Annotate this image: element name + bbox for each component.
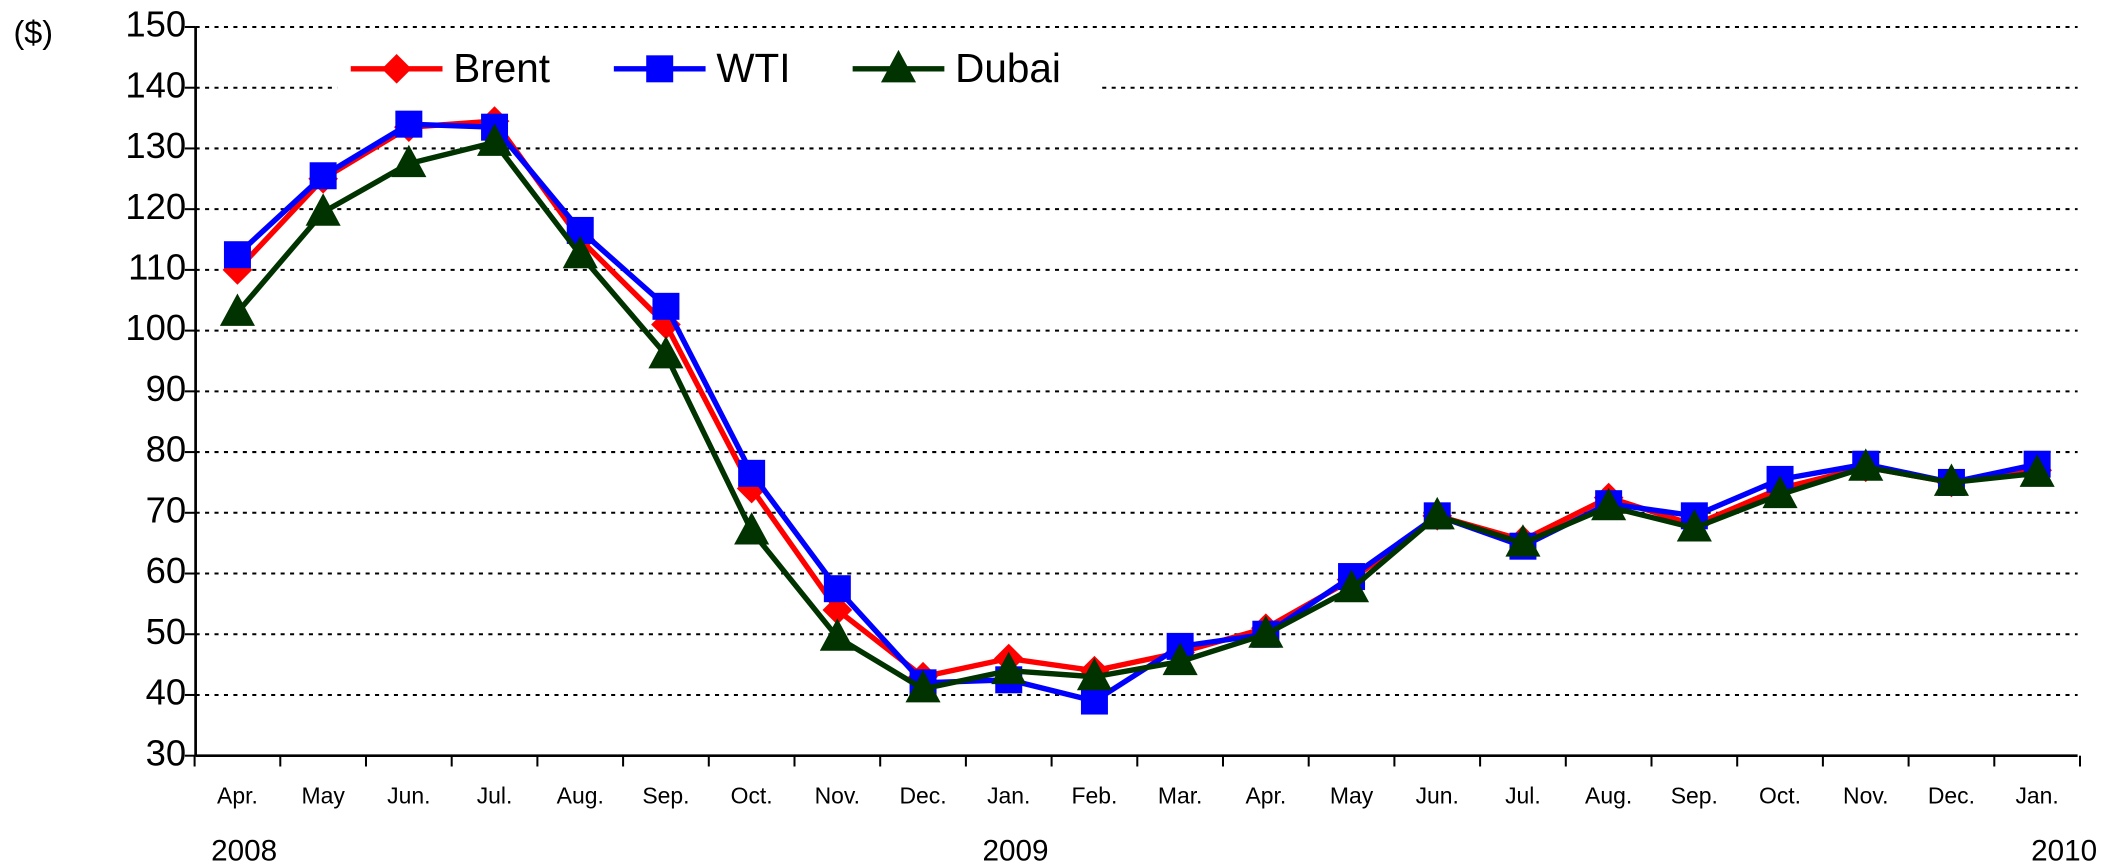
- marker: [1591, 487, 1627, 521]
- y-tick-label: 140: [125, 64, 186, 105]
- marker: [1933, 463, 1969, 496]
- marker: [991, 651, 1027, 685]
- marker: [391, 144, 427, 178]
- x-tick-label: Oct.: [1759, 783, 1801, 809]
- marker: [1162, 642, 1198, 676]
- year-label: 2008: [211, 835, 277, 865]
- marker: [734, 512, 770, 545]
- marker: [1080, 687, 1108, 715]
- marker: [1419, 496, 1455, 530]
- series-line: [235, 118, 2038, 680]
- legend-label: Brent: [453, 45, 550, 91]
- x-tick-label: Jun.: [387, 783, 430, 809]
- y-tick-label: 150: [125, 4, 186, 45]
- series-line: [235, 121, 2038, 704]
- y-tick-label: 120: [125, 186, 186, 227]
- y-tick-label: 110: [128, 247, 186, 288]
- series-line: [235, 139, 2038, 692]
- y-tick-label: 90: [146, 368, 187, 409]
- x-tick-label: Sep.: [642, 783, 689, 809]
- x-tick-label: May: [1330, 783, 1374, 809]
- y-tick-label: 40: [146, 672, 187, 713]
- x-tick-label: Sep.: [1671, 783, 1718, 809]
- x-tick-label: Aug.: [1585, 783, 1632, 809]
- marker: [477, 123, 513, 156]
- y-tick-label: 30: [146, 732, 187, 773]
- marker: [219, 293, 255, 326]
- legend-label: WTI: [716, 45, 790, 91]
- x-tick-label: Apr.: [217, 783, 258, 809]
- marker: [648, 336, 684, 369]
- x-tick-label: Jun.: [1416, 783, 1459, 809]
- year-label: 2009: [982, 835, 1048, 865]
- legend-label: Dubai: [955, 45, 1061, 91]
- y-tick-label: 70: [146, 489, 187, 530]
- marker: [823, 575, 851, 603]
- marker: [1248, 615, 1284, 648]
- marker: [2019, 454, 2055, 487]
- marker: [819, 618, 855, 651]
- y-tick-label: 50: [146, 611, 187, 652]
- marker: [1848, 448, 1884, 481]
- year-label: 2010: [2031, 835, 2097, 865]
- legend: Brent WTI Dubai: [337, 40, 1100, 98]
- series: [223, 110, 2051, 715]
- series: [219, 123, 2055, 703]
- y-tick-label: 100: [125, 307, 186, 348]
- x-tick-label: Dec.: [899, 783, 946, 809]
- marker: [395, 110, 423, 138]
- marker: [223, 241, 251, 269]
- marker: [1334, 569, 1370, 603]
- x-tick-label: Jan.: [987, 783, 1030, 809]
- marker: [305, 193, 341, 226]
- marker: [738, 459, 766, 487]
- x-tick-label: Jul.: [477, 783, 513, 809]
- marker: [651, 309, 681, 340]
- marker: [381, 53, 412, 84]
- marker: [562, 235, 598, 269]
- marker: [646, 55, 674, 83]
- x-tick-label: May: [301, 783, 345, 809]
- y-tick-label: 80: [146, 429, 187, 470]
- x-tick-label: Feb.: [1072, 783, 1118, 809]
- marker: [880, 49, 917, 83]
- x-tick-label: Oct.: [731, 783, 773, 809]
- y-tick-label: 130: [125, 125, 186, 166]
- y-axis-label: ($): [13, 15, 53, 51]
- marker: [309, 162, 337, 190]
- marker: [1076, 657, 1112, 691]
- x-tick-label: Nov.: [815, 783, 860, 809]
- legend-background: [337, 40, 1100, 98]
- marker: [652, 292, 680, 320]
- marker: [905, 670, 941, 703]
- marker: [1762, 475, 1798, 509]
- marker: [1505, 524, 1541, 557]
- marker: [1676, 509, 1712, 542]
- y-tick-label: 60: [146, 550, 187, 591]
- x-tick-label: Aug.: [557, 783, 604, 809]
- x-tick-label: Dec.: [1928, 783, 1975, 809]
- x-tick-label: Jul.: [1505, 783, 1541, 809]
- x-tick-label: Mar.: [1158, 783, 1203, 809]
- series: [222, 106, 2052, 692]
- x-tick-label: Jan.: [2015, 783, 2058, 809]
- x-tick-label: Apr.: [1245, 783, 1286, 809]
- x-tick-label: Nov.: [1843, 783, 1888, 809]
